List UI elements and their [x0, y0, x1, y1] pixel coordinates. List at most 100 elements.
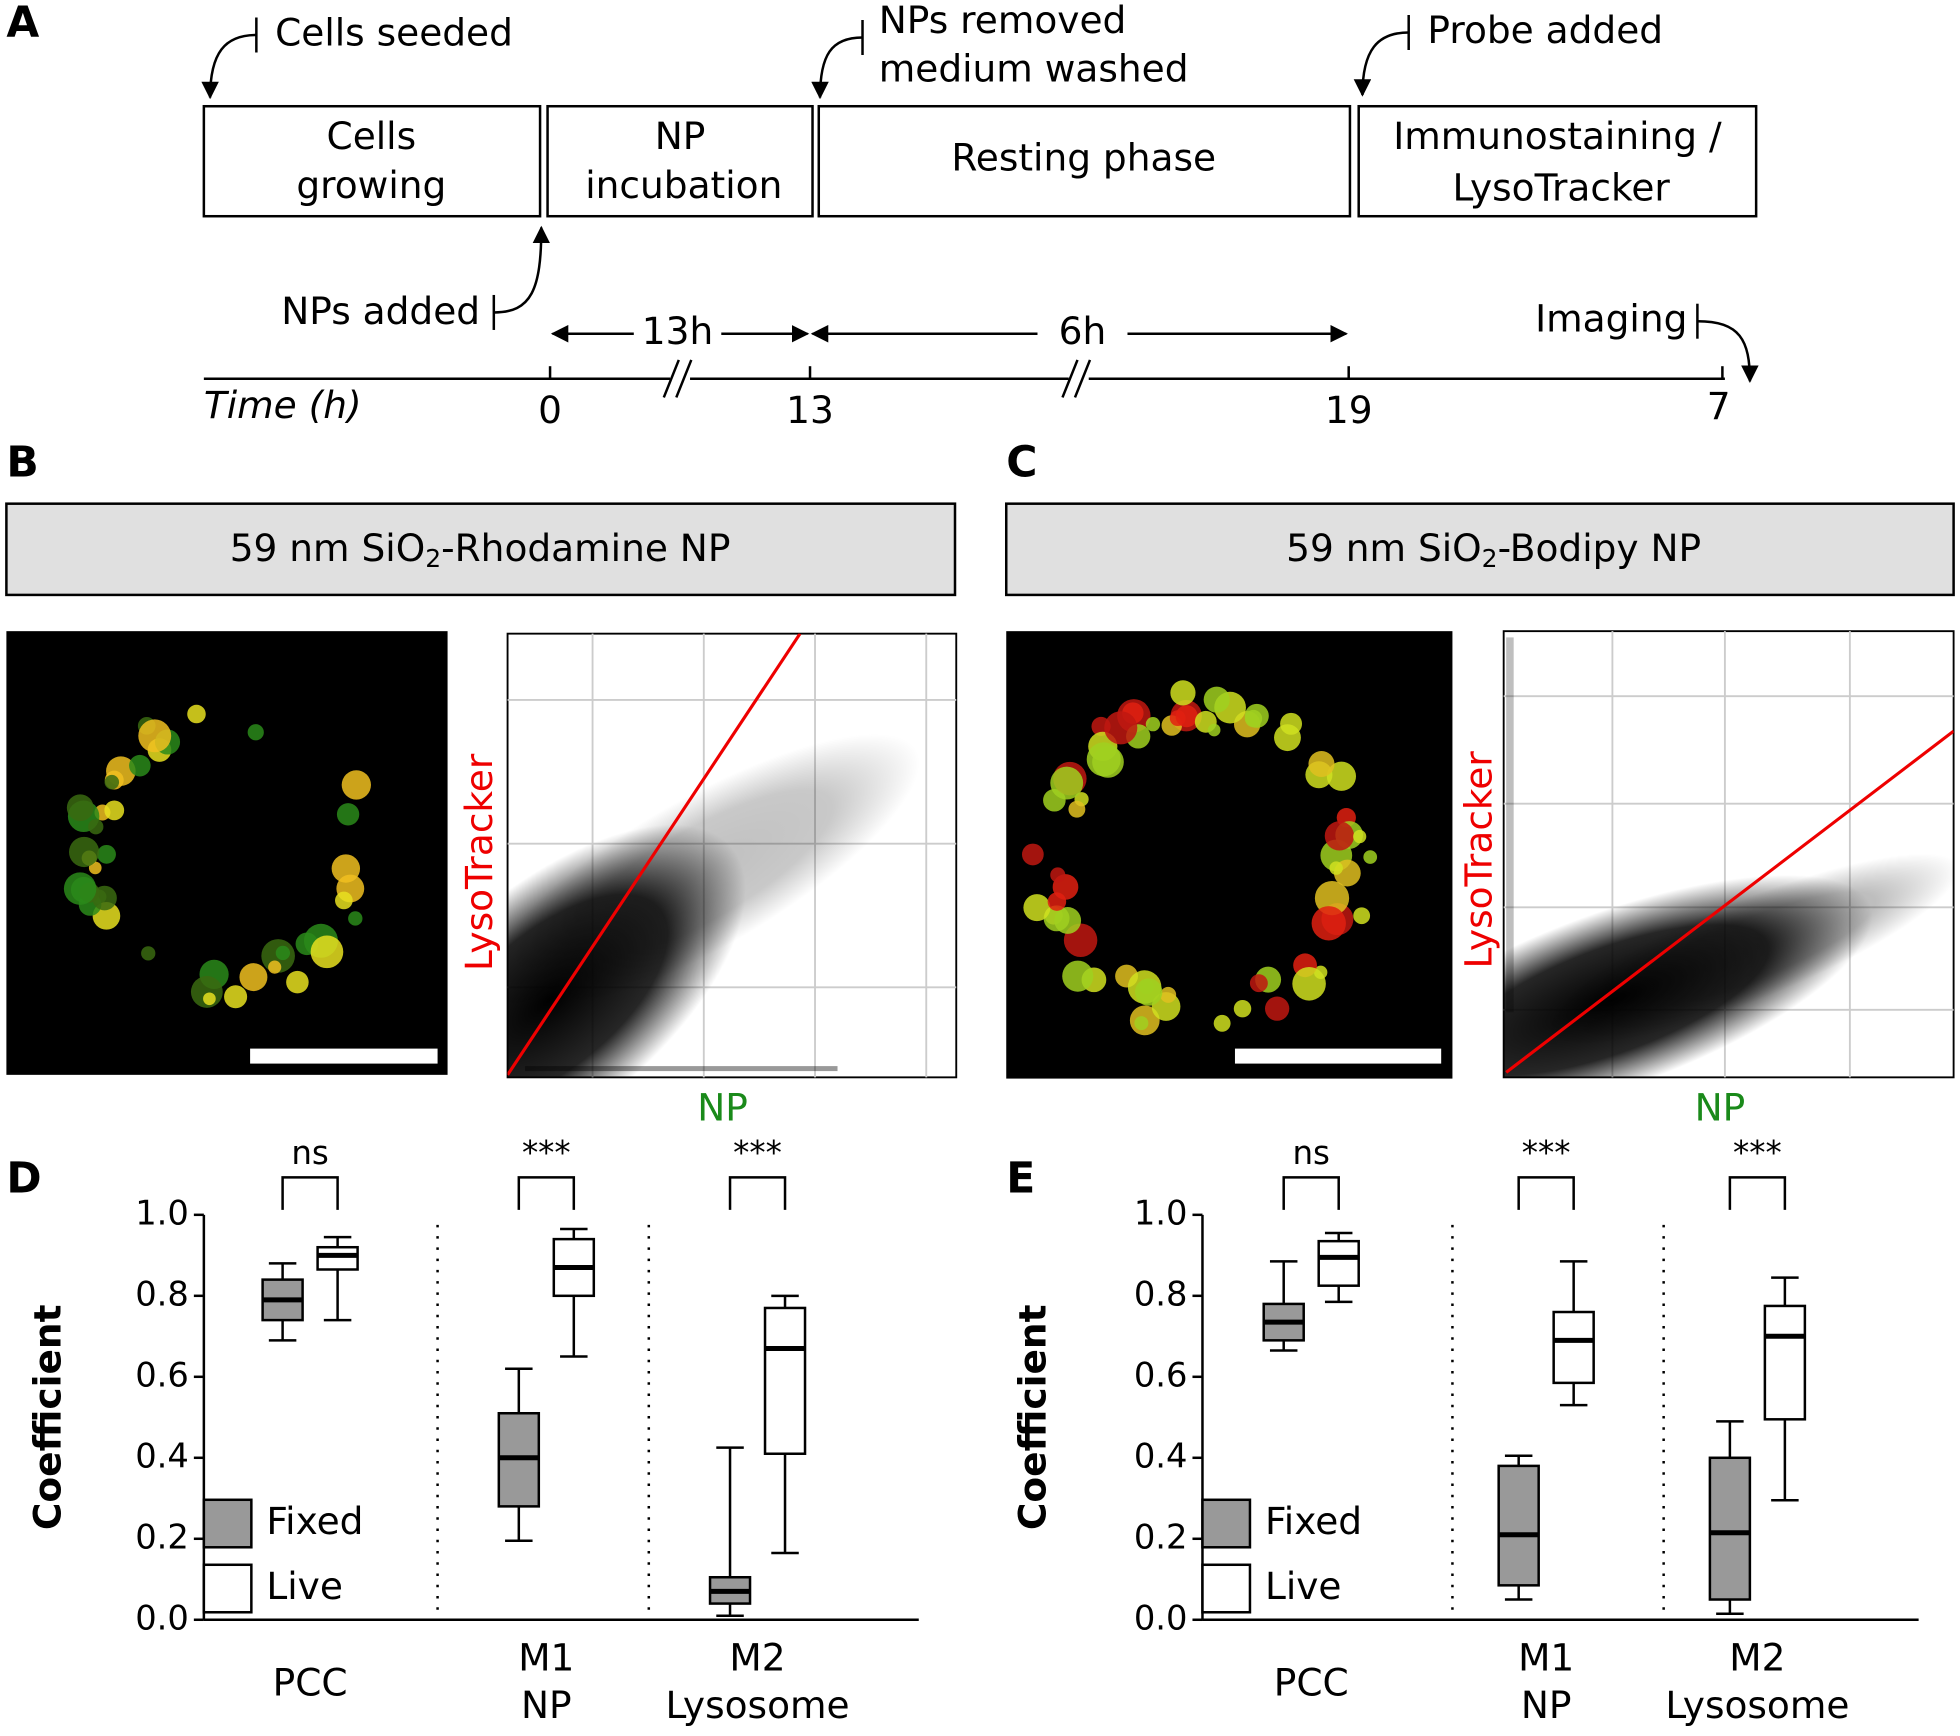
axis-break: [1061, 359, 1092, 398]
x-tick-label: PCC: [1274, 1660, 1349, 1704]
phase-box: [817, 104, 1352, 218]
legend-label: Live: [266, 1564, 343, 1608]
scatter-cloud: [1503, 637, 1954, 1078]
cell-spot: [341, 770, 371, 800]
title-part: 59 nm SiO: [230, 525, 426, 569]
cell-spot: [66, 794, 94, 822]
cell-spot: [1203, 686, 1230, 713]
cell-spot: [129, 754, 151, 777]
y-tick-label: 0.2: [135, 1517, 189, 1556]
cell-spot: [247, 724, 264, 741]
box: [1317, 1239, 1360, 1287]
cell-spot: [1104, 711, 1138, 745]
cell-spot: [286, 970, 309, 994]
significance-label: ns: [291, 1134, 329, 1172]
cell-spot: [1175, 705, 1198, 728]
y-axis-label: Coefficient: [1010, 1304, 1054, 1530]
box: [763, 1306, 807, 1455]
legend-label: Fixed: [266, 1499, 363, 1543]
x-tick-label: PCC: [273, 1660, 348, 1704]
scale-bar: [250, 1048, 438, 1064]
cell-spot: [1308, 750, 1335, 777]
cell-spot: [104, 800, 125, 821]
scale-bar: [1234, 1048, 1442, 1064]
cell-spot: [310, 935, 344, 969]
cell-spot: [335, 891, 353, 910]
cell-spot: [141, 946, 156, 961]
cell-spot: [187, 704, 206, 724]
cell-spot: [1233, 999, 1252, 1018]
x-axis-label: NP: [1695, 1085, 1746, 1129]
time-tick: 7: [1707, 384, 1731, 428]
significance-label: ***: [1522, 1134, 1571, 1172]
cell-spot: [1170, 680, 1196, 706]
cell-spot: [275, 945, 291, 961]
significance-bracket: [1282, 1176, 1340, 1210]
cell-spot: [1326, 761, 1357, 791]
cell-spot: [224, 985, 248, 1009]
panel-a: A Cells seeded NPs removed medium washed…: [6, 0, 1759, 432]
x-tick-label: M2: [729, 1635, 785, 1679]
callout-arrow: [811, 36, 863, 100]
cell-spot: [88, 819, 104, 835]
x-tick-label: M2: [1729, 1635, 1785, 1679]
cell-spot: [104, 774, 120, 790]
cell-spot: [1086, 742, 1121, 777]
x-tick-label: M1: [518, 1635, 574, 1679]
callout-arrow: [493, 225, 551, 314]
x-tick-label: NP: [1521, 1683, 1572, 1727]
legend-swatch: [202, 1563, 253, 1614]
title-part: -Rhodamine NP: [441, 525, 730, 569]
cell-spot: [1213, 1014, 1231, 1032]
cell-spot: [1363, 850, 1378, 864]
cell-spot: [268, 960, 282, 974]
phase-label: NP: [655, 114, 706, 158]
significance-bracket: [281, 1176, 339, 1210]
y-tick-label: 0.2: [1134, 1517, 1188, 1556]
legend-swatch: [202, 1498, 253, 1549]
cell-spot: [97, 844, 116, 864]
y-tick-label: 1.0: [135, 1193, 189, 1232]
y-tick-label: 0.4: [1134, 1436, 1188, 1475]
box: [1708, 1456, 1752, 1601]
title-part: -Bodipy NP: [1498, 525, 1702, 569]
cell-spot: [1329, 861, 1343, 875]
legend-swatch: [1201, 1498, 1252, 1549]
x-tick-label: Lysosome: [1665, 1683, 1849, 1727]
cell-spot: [1249, 974, 1268, 993]
panel-letter: E: [1006, 1155, 1035, 1204]
event-label: NPs removed: [879, 0, 1127, 42]
time-tick: 13: [786, 388, 834, 432]
cell-spot: [138, 719, 172, 753]
phase-label: growing: [296, 163, 446, 207]
phase-label: Immunostaining /: [1393, 114, 1722, 158]
cell-spot: [1264, 996, 1290, 1021]
cell-spot: [336, 803, 360, 826]
cell-spot: [1207, 723, 1221, 737]
micrograph-spots: [1021, 680, 1378, 1036]
cell-spot: [69, 836, 100, 868]
y-tick-label: 0.6: [1134, 1355, 1188, 1394]
box: [316, 1245, 359, 1271]
duration-label: 13h: [642, 309, 713, 353]
panel-letter: B: [6, 438, 38, 487]
panel-c: C 59 nm SiO2-Bodipy NP LysoTracker NP: [1004, 438, 1955, 1129]
cell-spot: [203, 992, 216, 1006]
cell-spot: [92, 885, 117, 911]
cell-spot: [1353, 907, 1371, 925]
y-axis-label: LysoTracker: [457, 753, 501, 971]
significance-bracket: [517, 1176, 576, 1210]
title-part: 59 nm SiO: [1286, 525, 1482, 569]
significance-label: ***: [1733, 1134, 1782, 1172]
cell-spot: [1311, 906, 1346, 941]
significance-label: ***: [733, 1134, 782, 1172]
cell-spot: [239, 963, 268, 992]
y-tick-label: 0.0: [135, 1598, 189, 1637]
callout-arrow: [1697, 319, 1759, 383]
box: [1552, 1310, 1595, 1385]
phase-label: Cells: [327, 114, 417, 158]
title-box: [5, 502, 957, 597]
